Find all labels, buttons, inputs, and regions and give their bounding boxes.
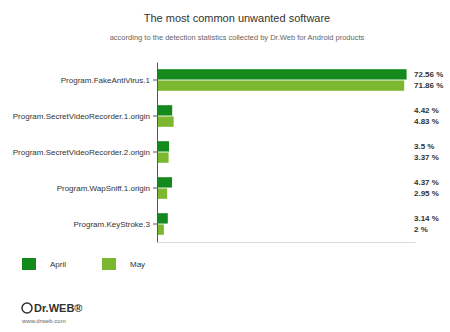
data-label: 3.5 % [414,142,434,151]
bar [157,105,172,115]
subtitle: according to the detection statistics co… [110,33,365,42]
data-label: 3.14 % [414,214,439,223]
bar [157,116,174,126]
y-tick: Program.WapSniff.1.origin [57,184,157,193]
data-label: 4.37 % [414,178,439,187]
annotation: www.drweb.com [21,318,66,324]
bars [157,69,407,235]
y-tick-mark [153,152,157,153]
annotations: Dr.WEB® www.drweb.com [21,302,82,324]
bar [157,224,164,234]
data-label: 2 % [414,225,428,234]
data-label: 2.95 % [414,189,439,198]
y-tick: Program.KeyStroke.3 [74,220,157,229]
y-axis: Program.FakeAntiVirus.1 Program.SecretVid… [13,63,158,243]
y-tick-label: Program.SecretVideoRecorder.2.origin [13,148,150,157]
y-tick: Program.SecretVideoRecorder.1.origin [13,112,157,121]
data-label: 3.37 % [414,153,439,162]
y-tick-mark [153,188,157,189]
logo-icon [22,303,32,313]
y-tick-mark [153,116,157,117]
bar [157,213,168,223]
y-tick-label: Program.KeyStroke.3 [74,220,151,229]
bar [157,80,404,90]
legend-label: May [130,260,145,269]
bar [157,141,169,151]
x-axis-line [158,242,416,243]
y-tick-label: Program.FakeAntiVirus.1 [61,76,151,85]
x-axis [158,242,416,243]
data-label: 71.86 % [414,81,443,90]
data-label: 72.56 % [414,70,443,79]
y-tick: Program.SecretVideoRecorder.2.origin [13,148,157,157]
legend: April May [22,258,145,270]
bar [157,188,167,198]
title: The most common unwanted software [144,12,330,24]
legend-swatch [22,258,36,270]
bar [157,177,172,187]
logo: Dr.WEB® [34,302,82,314]
y-axis-line [157,63,158,243]
y-tick-label: Program.WapSniff.1.origin [57,184,150,193]
y-tick-mark [153,80,157,81]
bar [157,152,169,162]
y-tick-mark [153,224,157,225]
data-label: 4.42 % [414,106,439,115]
data-labels: 72.56 % 4.42 % 3.5 % 4.37 % 3.14 % 71.86 % 4.8… [414,70,443,234]
legend-swatch [102,258,116,270]
y-tick-label: Program.SecretVideoRecorder.1.origin [13,112,150,121]
legend-label: April [50,260,66,269]
chart: The most common unwanted software accordi… [0,0,450,332]
data-label: 4.83 % [414,117,439,126]
y-tick: Program.FakeAntiVirus.1 [61,76,157,85]
bar [157,69,407,79]
